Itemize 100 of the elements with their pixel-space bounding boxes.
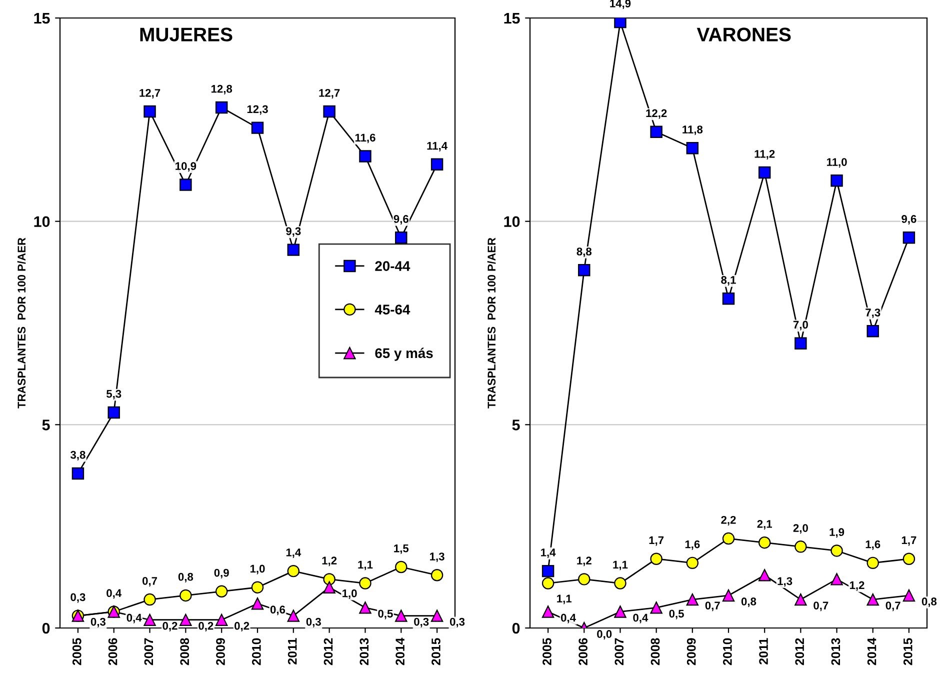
data-label: 2,0	[793, 524, 808, 534]
x-tick-label: 2005	[72, 638, 82, 666]
point	[251, 597, 264, 610]
y-tick-label: 15	[34, 13, 50, 24]
point	[542, 606, 554, 618]
point	[794, 540, 807, 553]
data-label: 11,6	[355, 134, 376, 144]
data-label: 8,1	[721, 276, 736, 286]
data-label: 5,3	[106, 390, 122, 400]
data-label: 0,4	[106, 589, 122, 599]
point	[323, 581, 336, 594]
data-label: 0,7	[886, 602, 900, 612]
data-label: 0,8	[741, 598, 756, 608]
data-label: 1,1	[358, 560, 373, 570]
point	[251, 122, 264, 134]
point	[359, 602, 372, 614]
point	[542, 564, 554, 578]
point	[614, 18, 626, 28]
data-label: 1,9	[830, 528, 844, 538]
x-tick-label: 2005	[542, 638, 552, 666]
data-label: 0,7	[705, 602, 720, 612]
data-label: 1,5	[394, 544, 409, 554]
data-label: 3,8	[70, 450, 86, 460]
x-tick-label: 2008	[650, 638, 660, 666]
x-tick-label: 2009	[686, 638, 696, 666]
data-label: 0,3	[414, 618, 429, 628]
x-tick-label: 2009	[216, 638, 225, 666]
data-label: 0,8	[178, 572, 194, 582]
data-label: 1,2	[577, 556, 592, 566]
point	[650, 126, 662, 138]
point	[902, 552, 916, 565]
point	[144, 614, 156, 626]
data-label: 9,6	[394, 215, 408, 225]
point	[395, 610, 408, 622]
point	[830, 174, 843, 187]
point	[758, 569, 771, 582]
x-tick-label: 2013	[831, 638, 840, 666]
data-label: 1,0	[250, 564, 265, 574]
data-label: 0,3	[450, 618, 465, 628]
data-label: 9,6	[902, 215, 916, 225]
x-tick-label: 2015	[903, 638, 912, 666]
x-tick-label: 2013	[360, 638, 369, 666]
data-label: 2,2	[721, 516, 736, 526]
point	[180, 589, 192, 602]
point	[866, 593, 879, 606]
point	[395, 560, 408, 574]
point	[323, 105, 336, 118]
data-label: 12,2	[646, 109, 667, 119]
data-label: 1,7	[649, 536, 664, 546]
point	[686, 593, 699, 606]
data-label: 0,3	[90, 618, 106, 628]
data-label: 0,8	[922, 598, 937, 608]
x-tick-label: 2010	[723, 638, 732, 666]
point	[686, 142, 699, 154]
data-label: 10,9	[176, 162, 196, 172]
legend-label: 20-44	[375, 261, 410, 271]
point	[430, 610, 444, 622]
data-label: 1,2	[850, 581, 864, 591]
point	[144, 593, 156, 606]
data-label: 0,4	[126, 614, 142, 624]
point	[215, 614, 228, 626]
data-label: 1,3	[430, 552, 444, 562]
point	[722, 292, 735, 305]
point	[215, 101, 228, 114]
point	[866, 556, 879, 570]
y-axis-title: TRASPLANTES POR 100 P/AER	[487, 238, 496, 408]
point	[215, 585, 228, 598]
data-label: 1,7	[902, 536, 916, 546]
point	[650, 552, 662, 565]
point	[430, 158, 444, 171]
x-tick-label: 2006	[578, 638, 588, 666]
x-tick-label: 2014	[396, 638, 404, 666]
y-tick-label: 10	[34, 216, 50, 228]
legend-label: 65 y más	[375, 348, 433, 361]
point	[542, 577, 554, 590]
data-label: 0,2	[162, 622, 178, 632]
point	[430, 569, 444, 582]
point	[650, 602, 662, 614]
x-tick-label: 2008	[180, 638, 190, 666]
point	[722, 589, 735, 602]
data-label: 11,8	[682, 126, 703, 136]
chart-title: VARONES	[696, 28, 791, 42]
y-tick-label: 10	[504, 216, 520, 228]
point	[180, 178, 192, 191]
y-tick-label: 15	[504, 13, 520, 24]
x-tick-label: 2007	[614, 638, 624, 666]
point	[830, 544, 843, 557]
data-label: 0,6	[270, 606, 286, 616]
y-tick-label: 5	[42, 420, 50, 430]
x-tick-label: 2012	[795, 638, 804, 666]
data-label: 11,4	[427, 142, 448, 152]
point	[578, 264, 590, 276]
data-label: 12,3	[247, 105, 268, 115]
data-label: 0,3	[70, 593, 86, 603]
x-tick-label: 2010	[252, 638, 261, 666]
data-label: 11,2	[754, 150, 775, 160]
point	[287, 244, 300, 256]
data-label: 11,0	[826, 158, 847, 168]
point	[180, 614, 192, 626]
point	[866, 325, 879, 338]
